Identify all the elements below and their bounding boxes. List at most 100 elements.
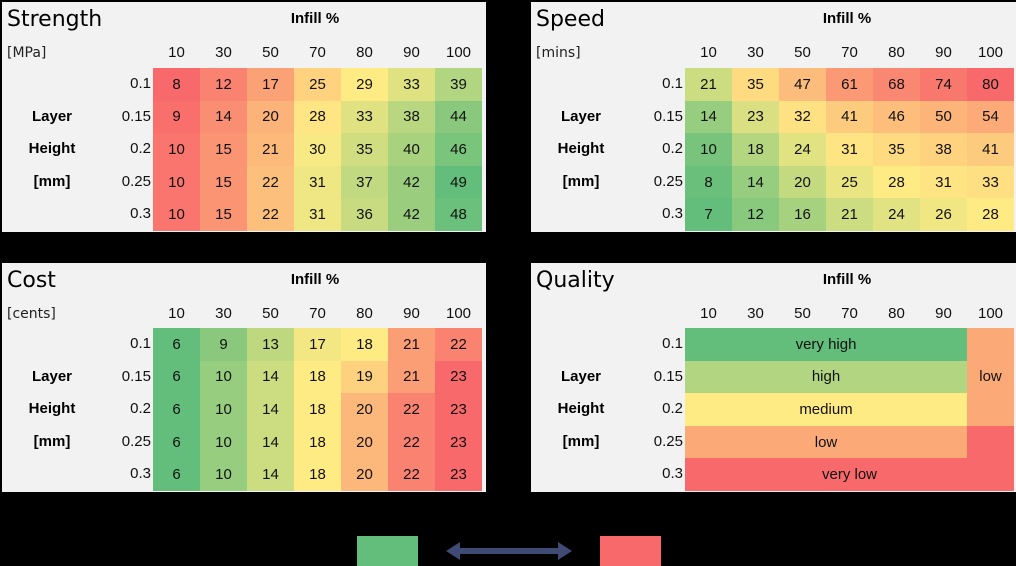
row-header: 0.2 — [130, 400, 151, 418]
heatmap-cell: 18 — [294, 360, 341, 394]
heatmap-cell: 33 — [388, 68, 435, 101]
heatmap-cell: 46 — [873, 100, 920, 134]
row-header: 0.15 — [653, 367, 683, 385]
infill-axis-title: Infill % — [290, 10, 340, 27]
panel-unit: [MPa] — [7, 45, 47, 61]
heatmap-cell: 38 — [920, 133, 967, 166]
heatmap-cell: 68 — [873, 68, 920, 101]
heatmap-cell: 21 — [388, 328, 435, 361]
heatmap-cell: 9 — [200, 328, 247, 361]
heatmap-cell: 20 — [779, 165, 826, 199]
row-header: 0.1 — [662, 75, 683, 92]
heatmap-cell: 10 — [200, 360, 247, 394]
heatmap-cell: 10 — [200, 458, 247, 491]
column-header: 70 — [841, 305, 858, 322]
row-header: 0.2 — [662, 140, 683, 158]
column-header: 100 — [977, 44, 1004, 61]
heatmap-cell: 21 — [826, 198, 873, 231]
speed-panel: Speed [mins] Infill % 10 30 50 70 80 90 100 0.… — [531, 2, 1016, 232]
heatmap-cell: 35 — [873, 133, 920, 166]
row-axis-label-line: [mm] — [562, 432, 600, 450]
heatmap-cell: 48 — [435, 198, 482, 231]
column-header: 70 — [841, 44, 858, 61]
heatmap-cell: 36 — [341, 198, 388, 231]
column-header: 50 — [794, 305, 811, 322]
panel-title: Cost — [7, 268, 56, 293]
heatmap-cell: 40 — [388, 133, 435, 166]
heatmap-cell: 35 — [341, 133, 388, 166]
heatmap-cell: 33 — [341, 100, 388, 134]
heatmap-cell: 25 — [294, 68, 341, 101]
heatmap-cell: 14 — [200, 100, 247, 134]
row-header: 0.15 — [121, 367, 151, 385]
heatmap-cell: 29 — [341, 68, 388, 101]
heatmap-cell: 38 — [388, 100, 435, 134]
row-header: 0.15 — [121, 107, 151, 125]
row-axis-label-line: Layer — [31, 107, 73, 125]
heatmap-cell: 31 — [826, 133, 873, 166]
heatmap-cell: 6 — [153, 328, 200, 361]
heatmap-cell: 16 — [779, 198, 826, 231]
heatmap-cell: 39 — [435, 68, 482, 101]
column-header: 10 — [168, 305, 185, 322]
row-axis-label-line: Layer — [560, 107, 602, 125]
row-header: 0.25 — [121, 172, 151, 190]
heatmap-cell: 21 — [388, 360, 435, 394]
heatmap-cell: 15 — [200, 198, 247, 231]
heatmap-cell: 10 — [153, 198, 200, 231]
column-header: 70 — [309, 44, 326, 61]
heatmap-cell: 37 — [341, 165, 388, 199]
column-header: 10 — [700, 305, 717, 322]
column-header: 30 — [747, 44, 764, 61]
heatmap-cell: 28 — [294, 100, 341, 134]
column-header: 100 — [977, 305, 1004, 322]
heatmap-cell: 42 — [388, 165, 435, 199]
panel-title: Strength — [7, 7, 103, 32]
column-header: 100 — [445, 44, 472, 61]
heatmap-cell: 22 — [388, 425, 435, 459]
row-header: 0.25 — [121, 432, 151, 450]
heatmap-cell: 21 — [247, 133, 294, 166]
heatmap-cell: 14 — [247, 458, 294, 491]
heatmap-cell: 8 — [153, 68, 200, 101]
heatmap-cell: 31 — [294, 165, 341, 199]
heatmap-cell: 14 — [685, 100, 732, 134]
heatmap-cell: 23 — [732, 100, 779, 134]
strength-panel: Strength [MPa] Infill % 10 30 50 70 80 90 100 … — [2, 2, 486, 232]
heatmap-cell: 22 — [388, 393, 435, 426]
quality-band: low — [967, 328, 1014, 426]
heatmap-cell: 31 — [920, 165, 967, 199]
panel-title: Quality — [536, 268, 615, 293]
heatmap-cell: 13 — [247, 328, 294, 361]
heatmap-cell: 6 — [153, 360, 200, 394]
column-header: 90 — [403, 44, 420, 61]
heatmap-cell: 50 — [920, 100, 967, 134]
heatmap-cell: 8 — [685, 165, 732, 199]
heatmap-cell: 49 — [435, 165, 482, 199]
heatmap-cell: 25 — [826, 165, 873, 199]
legend-good-swatch — [357, 536, 418, 566]
heatmap-cell: 9 — [153, 100, 200, 134]
legend-bad-swatch — [600, 536, 661, 566]
heatmap-cell: 18 — [341, 328, 388, 361]
column-header: 30 — [215, 44, 232, 61]
heatmap-cell: 28 — [873, 165, 920, 199]
quality-band: low — [685, 425, 967, 459]
heatmap-cell: 15 — [200, 133, 247, 166]
row-header: 0.1 — [662, 335, 683, 352]
row-header: 0.3 — [130, 205, 151, 223]
heatmap-cell: 6 — [153, 458, 200, 491]
heatmap-cell: 19 — [341, 360, 388, 394]
double-arrow-icon — [446, 542, 572, 560]
row-header: 0.25 — [653, 432, 683, 450]
infill-axis-title: Infill % — [290, 271, 340, 288]
heatmap-cell: 6 — [153, 393, 200, 426]
heatmap-cell: 22 — [435, 328, 482, 361]
arrow-shape — [446, 542, 572, 560]
column-header: 30 — [747, 305, 764, 322]
heatmap-cell: 24 — [873, 198, 920, 231]
column-header: 90 — [935, 44, 952, 61]
heatmap-cell: 28 — [967, 198, 1014, 231]
heatmap-cell: 41 — [826, 100, 873, 134]
heatmap-cell: 14 — [247, 425, 294, 459]
